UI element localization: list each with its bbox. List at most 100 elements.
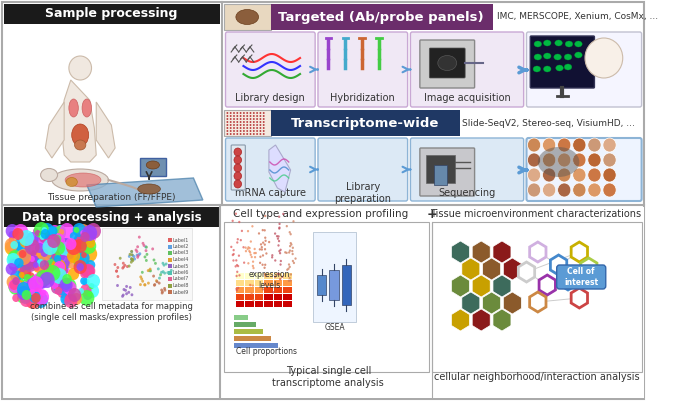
Circle shape bbox=[164, 289, 166, 292]
Bar bbox=[264, 301, 273, 307]
Circle shape bbox=[249, 251, 251, 253]
Circle shape bbox=[29, 291, 40, 303]
Circle shape bbox=[86, 223, 101, 239]
Circle shape bbox=[227, 115, 228, 117]
Circle shape bbox=[229, 127, 232, 129]
Bar bbox=[283, 287, 292, 293]
Circle shape bbox=[247, 121, 248, 123]
Circle shape bbox=[277, 273, 279, 275]
Circle shape bbox=[12, 267, 18, 273]
Text: +: + bbox=[427, 207, 438, 221]
Circle shape bbox=[70, 232, 77, 240]
Circle shape bbox=[63, 281, 77, 295]
Circle shape bbox=[236, 124, 238, 126]
Circle shape bbox=[240, 112, 242, 114]
Circle shape bbox=[292, 260, 294, 262]
Circle shape bbox=[80, 269, 86, 275]
Circle shape bbox=[40, 229, 50, 239]
Circle shape bbox=[162, 263, 166, 267]
Ellipse shape bbox=[565, 41, 573, 47]
Circle shape bbox=[138, 253, 140, 256]
Circle shape bbox=[38, 232, 46, 240]
Circle shape bbox=[233, 127, 235, 129]
Circle shape bbox=[249, 284, 251, 286]
Circle shape bbox=[55, 277, 70, 293]
Circle shape bbox=[82, 225, 97, 241]
Circle shape bbox=[603, 153, 616, 167]
Circle shape bbox=[141, 271, 144, 274]
Bar bbox=[264, 273, 273, 279]
Circle shape bbox=[264, 263, 266, 266]
Circle shape bbox=[527, 153, 540, 167]
Circle shape bbox=[60, 293, 72, 305]
Circle shape bbox=[588, 168, 601, 182]
Circle shape bbox=[62, 278, 77, 294]
Circle shape bbox=[603, 183, 616, 197]
Circle shape bbox=[81, 252, 87, 258]
Text: GSEA: GSEA bbox=[325, 324, 345, 332]
Text: Label5: Label5 bbox=[173, 263, 189, 269]
Circle shape bbox=[42, 239, 58, 255]
Ellipse shape bbox=[534, 41, 542, 47]
Circle shape bbox=[60, 223, 75, 239]
Circle shape bbox=[55, 237, 63, 245]
Circle shape bbox=[256, 133, 258, 135]
Circle shape bbox=[17, 293, 27, 303]
Circle shape bbox=[264, 275, 267, 277]
Polygon shape bbox=[539, 275, 556, 295]
Circle shape bbox=[34, 222, 49, 238]
Circle shape bbox=[253, 112, 255, 114]
Circle shape bbox=[253, 252, 256, 254]
Circle shape bbox=[78, 259, 90, 271]
Circle shape bbox=[236, 264, 238, 266]
Circle shape bbox=[281, 275, 284, 278]
FancyBboxPatch shape bbox=[318, 32, 408, 107]
Circle shape bbox=[261, 248, 263, 251]
Polygon shape bbox=[503, 292, 521, 314]
Circle shape bbox=[54, 278, 63, 288]
Circle shape bbox=[40, 233, 47, 241]
Circle shape bbox=[68, 242, 79, 254]
Circle shape bbox=[27, 278, 38, 290]
Circle shape bbox=[136, 256, 139, 259]
Circle shape bbox=[265, 252, 268, 255]
Bar bbox=[168, 271, 172, 275]
Circle shape bbox=[67, 258, 73, 264]
Circle shape bbox=[253, 115, 255, 117]
Circle shape bbox=[53, 247, 62, 257]
Circle shape bbox=[236, 121, 238, 123]
Circle shape bbox=[229, 133, 232, 135]
Ellipse shape bbox=[543, 53, 551, 59]
Circle shape bbox=[573, 168, 586, 182]
Circle shape bbox=[229, 121, 232, 123]
Circle shape bbox=[38, 277, 46, 285]
Circle shape bbox=[263, 118, 264, 120]
Text: Slide-SeqV2, Stereo-seq, VisiumHD, ...: Slide-SeqV2, Stereo-seq, VisiumHD, ... bbox=[462, 119, 635, 128]
Polygon shape bbox=[571, 242, 588, 262]
Circle shape bbox=[49, 245, 62, 259]
Circle shape bbox=[253, 127, 255, 129]
Text: Label1: Label1 bbox=[173, 237, 189, 243]
Circle shape bbox=[161, 292, 164, 294]
FancyBboxPatch shape bbox=[557, 265, 606, 289]
Polygon shape bbox=[269, 145, 290, 192]
Circle shape bbox=[264, 239, 266, 242]
Circle shape bbox=[12, 239, 23, 251]
Circle shape bbox=[558, 153, 571, 167]
Circle shape bbox=[38, 234, 52, 248]
Circle shape bbox=[75, 238, 81, 244]
Circle shape bbox=[139, 275, 142, 278]
Circle shape bbox=[86, 260, 95, 270]
Circle shape bbox=[75, 224, 90, 240]
Circle shape bbox=[115, 270, 118, 273]
Circle shape bbox=[245, 247, 247, 249]
Circle shape bbox=[264, 229, 266, 231]
Polygon shape bbox=[472, 275, 490, 297]
Circle shape bbox=[23, 251, 38, 267]
Circle shape bbox=[249, 115, 251, 117]
Circle shape bbox=[14, 258, 23, 268]
Circle shape bbox=[260, 255, 262, 258]
Circle shape bbox=[254, 256, 256, 258]
Circle shape bbox=[66, 239, 72, 245]
Circle shape bbox=[264, 267, 266, 269]
